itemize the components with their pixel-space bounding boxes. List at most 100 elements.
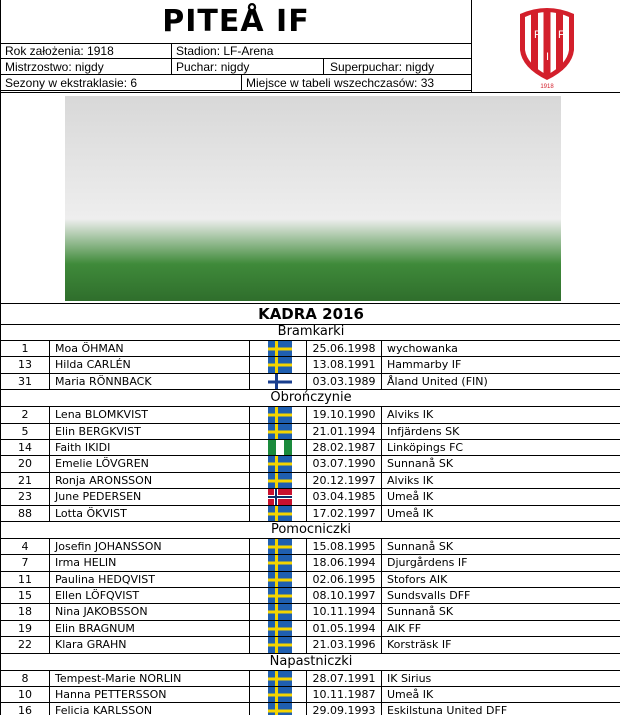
player-name: Hilda CARLÉN bbox=[49, 357, 249, 373]
nationality bbox=[249, 439, 306, 456]
birth-date: 03.03.1989 bbox=[306, 373, 381, 390]
squad-table: Bramkarki 1 Moa ÖHMAN 25.06.1998 wychowa… bbox=[1, 324, 620, 715]
player-row: 18 Nina JAKOBSSON 10.11.1994 Sunnanå SK bbox=[1, 604, 620, 621]
player-name: Lena BLOMKVIST bbox=[49, 407, 249, 423]
club-header: PITEÅ IF P F I 1918 Rok założenia: 1918 … bbox=[1, 0, 620, 92]
birth-date: 25.06.1998 bbox=[306, 341, 381, 357]
nationality bbox=[249, 456, 306, 472]
nationality bbox=[249, 357, 306, 373]
previous-club: Umeå IK bbox=[381, 505, 620, 521]
birth-date: 15.08.1995 bbox=[306, 538, 381, 555]
player-row: 8 Tempest-Marie NORLIN 28.07.1991 IK Sir… bbox=[1, 670, 620, 688]
shirt-number: 13 bbox=[18, 358, 32, 372]
sweden-flag-icon bbox=[268, 703, 292, 715]
player-name: Maria RÖNNBACK bbox=[49, 373, 249, 390]
nationality bbox=[249, 538, 306, 555]
birth-date: 21.03.1996 bbox=[306, 637, 381, 653]
shirt-number: 15 bbox=[18, 589, 32, 603]
previous-club: IK Sirius bbox=[381, 670, 620, 687]
previous-club: Umeå IK bbox=[381, 489, 620, 505]
shirt-number: 20 bbox=[18, 457, 32, 471]
player-name: Felicia KARLSSON bbox=[49, 703, 249, 715]
player-name: Hanna PETTERSSON bbox=[49, 687, 249, 703]
shirt-number: 22 bbox=[18, 638, 32, 652]
shirt-number: 18 bbox=[18, 605, 32, 619]
svg-text:F: F bbox=[558, 29, 565, 41]
player-row: 4 Josefin JOHANSSON 15.08.1995 Sunnanå S… bbox=[1, 538, 620, 556]
birth-date: 08.10.1997 bbox=[306, 588, 381, 604]
previous-club: Åland United (FIN) bbox=[381, 373, 620, 390]
nationality bbox=[249, 423, 306, 439]
previous-club: Alviks IK bbox=[381, 407, 620, 423]
shirt-number: 23 bbox=[18, 490, 32, 504]
nationality bbox=[249, 687, 306, 703]
player-row: 19 Elin BRAGNUM 01.05.1994 AIK FF bbox=[1, 620, 620, 638]
player-name: Lotta ÖKVIST bbox=[49, 505, 249, 521]
nationality bbox=[249, 555, 306, 571]
sweden-flag-icon bbox=[268, 456, 292, 472]
player-name: Josefin JOHANSSON bbox=[49, 538, 249, 555]
sweden-flag-icon bbox=[268, 604, 292, 620]
player-name: Nina JAKOBSSON bbox=[49, 604, 249, 620]
player-row: 20 Emelie LÖVGREN 03.07.1990 Sunnanå SK bbox=[1, 456, 620, 473]
sweden-flag-icon bbox=[268, 588, 292, 604]
team-photo-cell bbox=[1, 92, 620, 304]
birth-date: 21.01.1994 bbox=[306, 423, 381, 439]
player-name: Klara GRAHN bbox=[49, 637, 249, 653]
sweden-flag-icon bbox=[268, 472, 292, 489]
section-header: Bramkarki bbox=[1, 324, 620, 341]
previous-club: Alviks IK bbox=[381, 472, 620, 489]
birth-date: 01.05.1994 bbox=[306, 620, 381, 637]
player-name: Moa ÖHMAN bbox=[49, 341, 249, 357]
shirt-number: 7 bbox=[21, 556, 29, 570]
founded: Rok założenia: 1918 bbox=[1, 43, 171, 59]
player-name: Elin BRAGNUM bbox=[49, 620, 249, 637]
birth-date: 02.06.1995 bbox=[306, 571, 381, 588]
shirt-number: 8 bbox=[21, 671, 29, 685]
club-title: PITEÅ IF bbox=[1, 0, 471, 44]
player-name: Tempest-Marie NORLIN bbox=[49, 670, 249, 687]
seasons: Sezony w ekstraklasie: 6 bbox=[1, 75, 241, 91]
player-name: Irma HELIN bbox=[49, 555, 249, 571]
player-name: Emelie LÖVGREN bbox=[49, 456, 249, 472]
sweden-flag-icon bbox=[268, 538, 292, 555]
birth-date: 18.06.1994 bbox=[306, 555, 381, 571]
nationality bbox=[249, 670, 306, 687]
shirt-number: 2 bbox=[21, 408, 29, 422]
player-row: 15 Ellen LÖFQVIST 08.10.1997 Sundsvalls … bbox=[1, 588, 620, 605]
shirt-number: 5 bbox=[21, 424, 29, 438]
previous-club: Korsträsk IF bbox=[381, 637, 620, 653]
nationality bbox=[249, 588, 306, 604]
previous-club: Eskilstuna United DFF bbox=[381, 703, 620, 715]
shirt-number: 31 bbox=[18, 374, 32, 388]
sweden-flag-icon bbox=[268, 555, 292, 571]
previous-club: Linköpings FC bbox=[381, 439, 620, 456]
nigeria-flag-icon bbox=[268, 439, 292, 456]
birth-date: 20.12.1997 bbox=[306, 472, 381, 489]
player-row: 5 Elin BERGKVIST 21.01.1994 Infjärdens S… bbox=[1, 423, 620, 440]
nationality bbox=[249, 373, 306, 390]
championship: Mistrzostwo: nigdy bbox=[1, 59, 171, 75]
player-row: 11 Paulina HEDQVIST 02.06.1995 Stofors A… bbox=[1, 571, 620, 589]
nationality bbox=[249, 407, 306, 423]
sweden-flag-icon bbox=[268, 637, 292, 653]
player-name: Ellen LÖFQVIST bbox=[49, 588, 249, 604]
nationality bbox=[249, 571, 306, 588]
birth-date: 28.02.1987 bbox=[306, 439, 381, 456]
sweden-flag-icon bbox=[268, 357, 292, 373]
birth-date: 10.11.1994 bbox=[306, 604, 381, 620]
player-name: Paulina HEDQVIST bbox=[49, 571, 249, 588]
birth-date: 19.10.1990 bbox=[306, 407, 381, 423]
team-photo bbox=[65, 96, 561, 301]
shirt-number: 19 bbox=[18, 621, 32, 635]
previous-club: AIK FF bbox=[381, 620, 620, 637]
sweden-flag-icon bbox=[268, 620, 292, 637]
player-row: 21 Ronja ARONSSON 20.12.1997 Alviks IK bbox=[1, 472, 620, 490]
previous-club: Sunnanå SK bbox=[381, 456, 620, 472]
sweden-flag-icon bbox=[268, 670, 292, 687]
player-row: 10 Hanna PETTERSSON 10.11.1987 Umeå IK bbox=[1, 687, 620, 704]
birth-date: 17.02.1997 bbox=[306, 505, 381, 521]
supercup: Superpuchar: nigdy bbox=[323, 59, 471, 75]
player-row: 16 Felicia KARLSSON 29.09.1993 Eskilstun… bbox=[1, 703, 620, 715]
